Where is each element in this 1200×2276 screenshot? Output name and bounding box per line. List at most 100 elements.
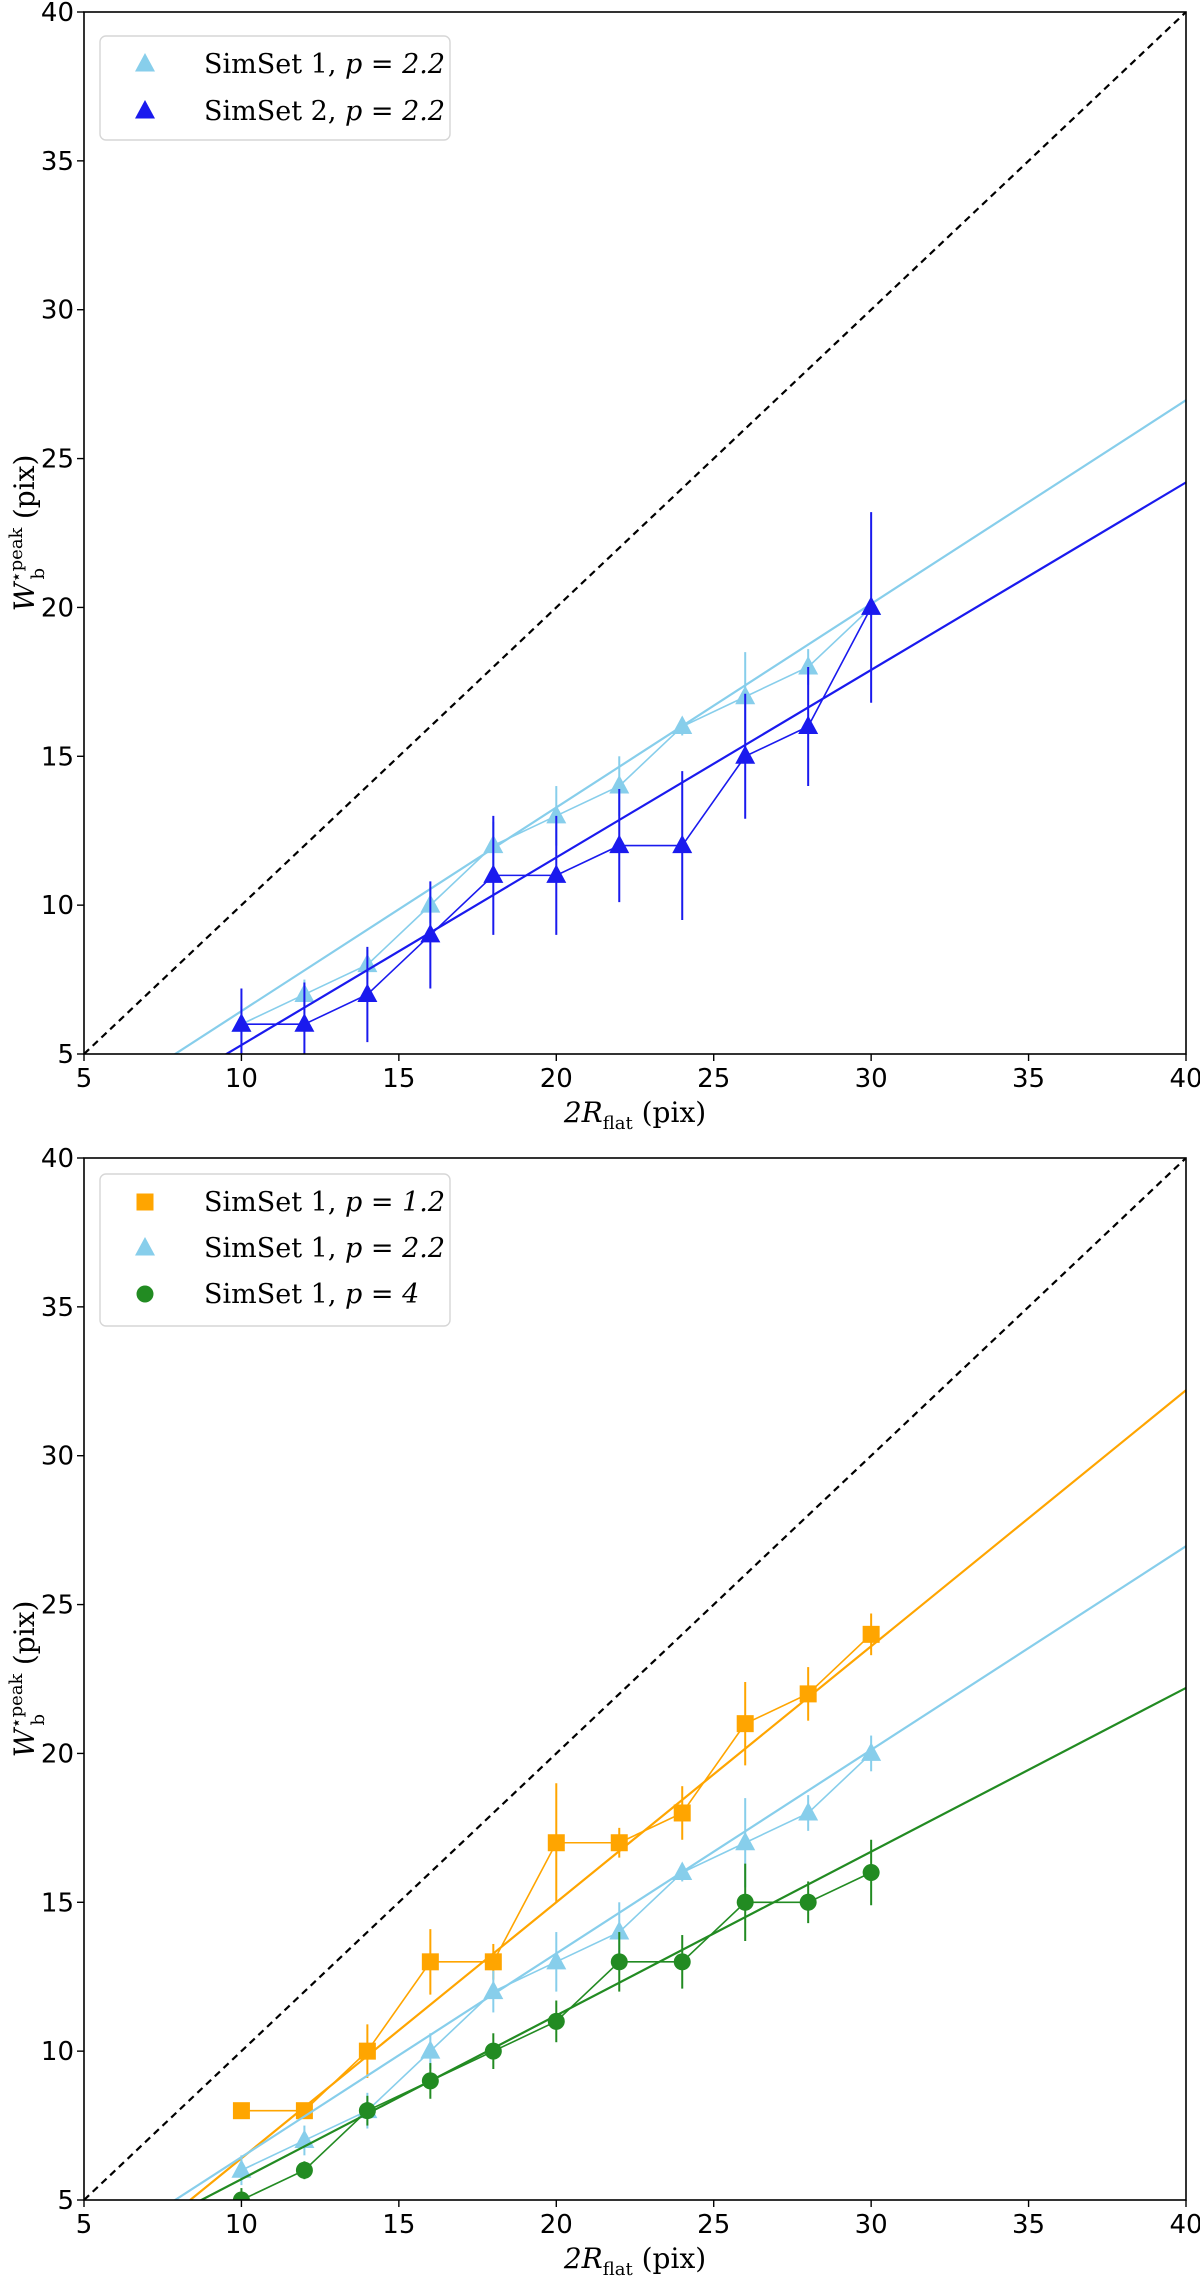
data-point bbox=[232, 2102, 250, 2120]
y-tick-label: 25 bbox=[41, 445, 74, 475]
data-point bbox=[736, 1715, 754, 1733]
y-tick-label: 25 bbox=[41, 1591, 74, 1621]
x-tick-label: 5 bbox=[76, 1064, 93, 1094]
data-point bbox=[547, 2012, 565, 2030]
x-tick-label: 35 bbox=[1012, 1064, 1045, 1094]
x-axis-label: 2Rflat (pix) bbox=[563, 2242, 706, 2276]
data-point bbox=[609, 1921, 630, 1940]
data-point bbox=[483, 1980, 504, 2000]
x-tick-label: 15 bbox=[382, 2210, 415, 2240]
data-point bbox=[420, 2040, 441, 2059]
data-point bbox=[672, 715, 693, 735]
chart-panel-bottom: 5 10 15 20 25 30 35 40 5 10 15 20 25 30 35 40 2Rflat (pi… bbox=[6, 1144, 1200, 2276]
axes-frame bbox=[83, 1157, 1187, 2201]
data-point bbox=[736, 1893, 754, 1911]
axes-frame bbox=[83, 11, 1187, 1055]
x-label-sub: flat bbox=[603, 2259, 634, 2276]
data-point bbox=[483, 864, 504, 883]
fit-line bbox=[173, 399, 1186, 1054]
data-point bbox=[799, 1685, 817, 1703]
data-point bbox=[798, 655, 819, 675]
data-point bbox=[357, 983, 378, 1002]
x-tick-label: 40 bbox=[1169, 1064, 1200, 1094]
data-point bbox=[420, 923, 441, 943]
data-point bbox=[358, 2042, 376, 2060]
x-tick-label: 15 bbox=[382, 1064, 415, 1094]
data-point bbox=[862, 1864, 880, 1882]
x-axis-label: 2Rflat (pix) bbox=[563, 1096, 706, 1134]
fit-line bbox=[224, 481, 1186, 1054]
y-label-sub: b bbox=[28, 568, 49, 580]
y-label-unit: (pix) bbox=[8, 1601, 41, 1674]
data-point bbox=[861, 1742, 882, 1761]
data-point bbox=[232, 2191, 250, 2200]
series-0 bbox=[188, 1389, 1186, 2200]
legend-name: SimSet 1, bbox=[204, 1233, 345, 1264]
y-tick-label: 15 bbox=[41, 742, 74, 772]
data-point bbox=[610, 1953, 628, 1971]
data-point bbox=[295, 2161, 313, 2179]
data-point bbox=[484, 1953, 502, 1971]
data-point bbox=[862, 1625, 880, 1643]
x-label-main: 2R bbox=[563, 1096, 603, 1129]
data-point bbox=[547, 1834, 565, 1852]
legend-label: SimSet 1, p = 1.2 bbox=[204, 1187, 445, 1218]
legend-math: p = 2.2 bbox=[345, 1233, 445, 1264]
data-point bbox=[735, 1831, 756, 1851]
data-point bbox=[673, 1953, 691, 1971]
legend-marker bbox=[135, 1237, 155, 1256]
data-point bbox=[609, 834, 630, 854]
data-point bbox=[358, 2102, 376, 2120]
legend-name: SimSet 1, bbox=[204, 1187, 345, 1218]
x-tick-label: 35 bbox=[1012, 2210, 1045, 2240]
x-tick-label: 20 bbox=[540, 1064, 573, 1094]
y-tick-label: 10 bbox=[41, 891, 74, 921]
legend-name: SimSet 1, bbox=[204, 1279, 345, 1310]
reference-line bbox=[84, 1158, 1186, 2200]
data-point bbox=[546, 804, 567, 824]
legend-math: p = 2.2 bbox=[345, 49, 445, 80]
data-point bbox=[484, 2042, 502, 2060]
data-point bbox=[735, 745, 756, 764]
x-tick-label: 20 bbox=[540, 2210, 573, 2240]
x-tick-label: 25 bbox=[697, 2210, 730, 2240]
y-label-sup: ⋆peak bbox=[6, 1672, 27, 1728]
data-point bbox=[798, 715, 819, 735]
reference-line bbox=[84, 12, 1186, 1054]
data-point bbox=[421, 1953, 439, 1971]
y-tick-label: 5 bbox=[57, 1040, 74, 1070]
x-tick-label: 30 bbox=[855, 2210, 888, 2240]
y-axis-label: W⋆peakb (pix) bbox=[6, 455, 49, 612]
legend-marker bbox=[136, 1193, 154, 1211]
legend-math: p = 1.2 bbox=[345, 1187, 445, 1218]
y-tick-label: 20 bbox=[41, 1739, 74, 1769]
series-1 bbox=[224, 481, 1186, 1054]
fit-line bbox=[188, 1389, 1186, 2200]
x-tick-label: 40 bbox=[1169, 2210, 1200, 2240]
data-point bbox=[421, 2072, 439, 2090]
legend-label: SimSet 1, p = 2.2 bbox=[204, 49, 445, 80]
legend-marker bbox=[135, 53, 155, 72]
x-tick-label: 30 bbox=[855, 1064, 888, 1094]
data-point bbox=[672, 1861, 693, 1881]
data-point bbox=[610, 1834, 628, 1852]
y-tick-label: 30 bbox=[41, 296, 74, 326]
legend-label: SimSet 1, p = 2.2 bbox=[204, 1233, 445, 1264]
legend-marker bbox=[135, 100, 155, 119]
data-point bbox=[799, 1893, 817, 1911]
legend-math: p = 2.2 bbox=[345, 96, 445, 127]
y-tick-label: 15 bbox=[41, 1888, 74, 1918]
series-1 bbox=[173, 1545, 1186, 2200]
data-point bbox=[798, 1801, 819, 1821]
y-tick-label: 35 bbox=[41, 147, 74, 177]
y-tick-label: 30 bbox=[41, 1442, 74, 1472]
legend-marker bbox=[136, 1285, 154, 1303]
x-tick-label: 10 bbox=[225, 1064, 258, 1094]
legend-label: SimSet 1, p = 4 bbox=[204, 1279, 419, 1310]
y-tick-label: 20 bbox=[41, 593, 74, 623]
x-tick-label: 10 bbox=[225, 2210, 258, 2240]
y-label-unit: (pix) bbox=[8, 455, 41, 528]
data-point bbox=[861, 596, 882, 615]
